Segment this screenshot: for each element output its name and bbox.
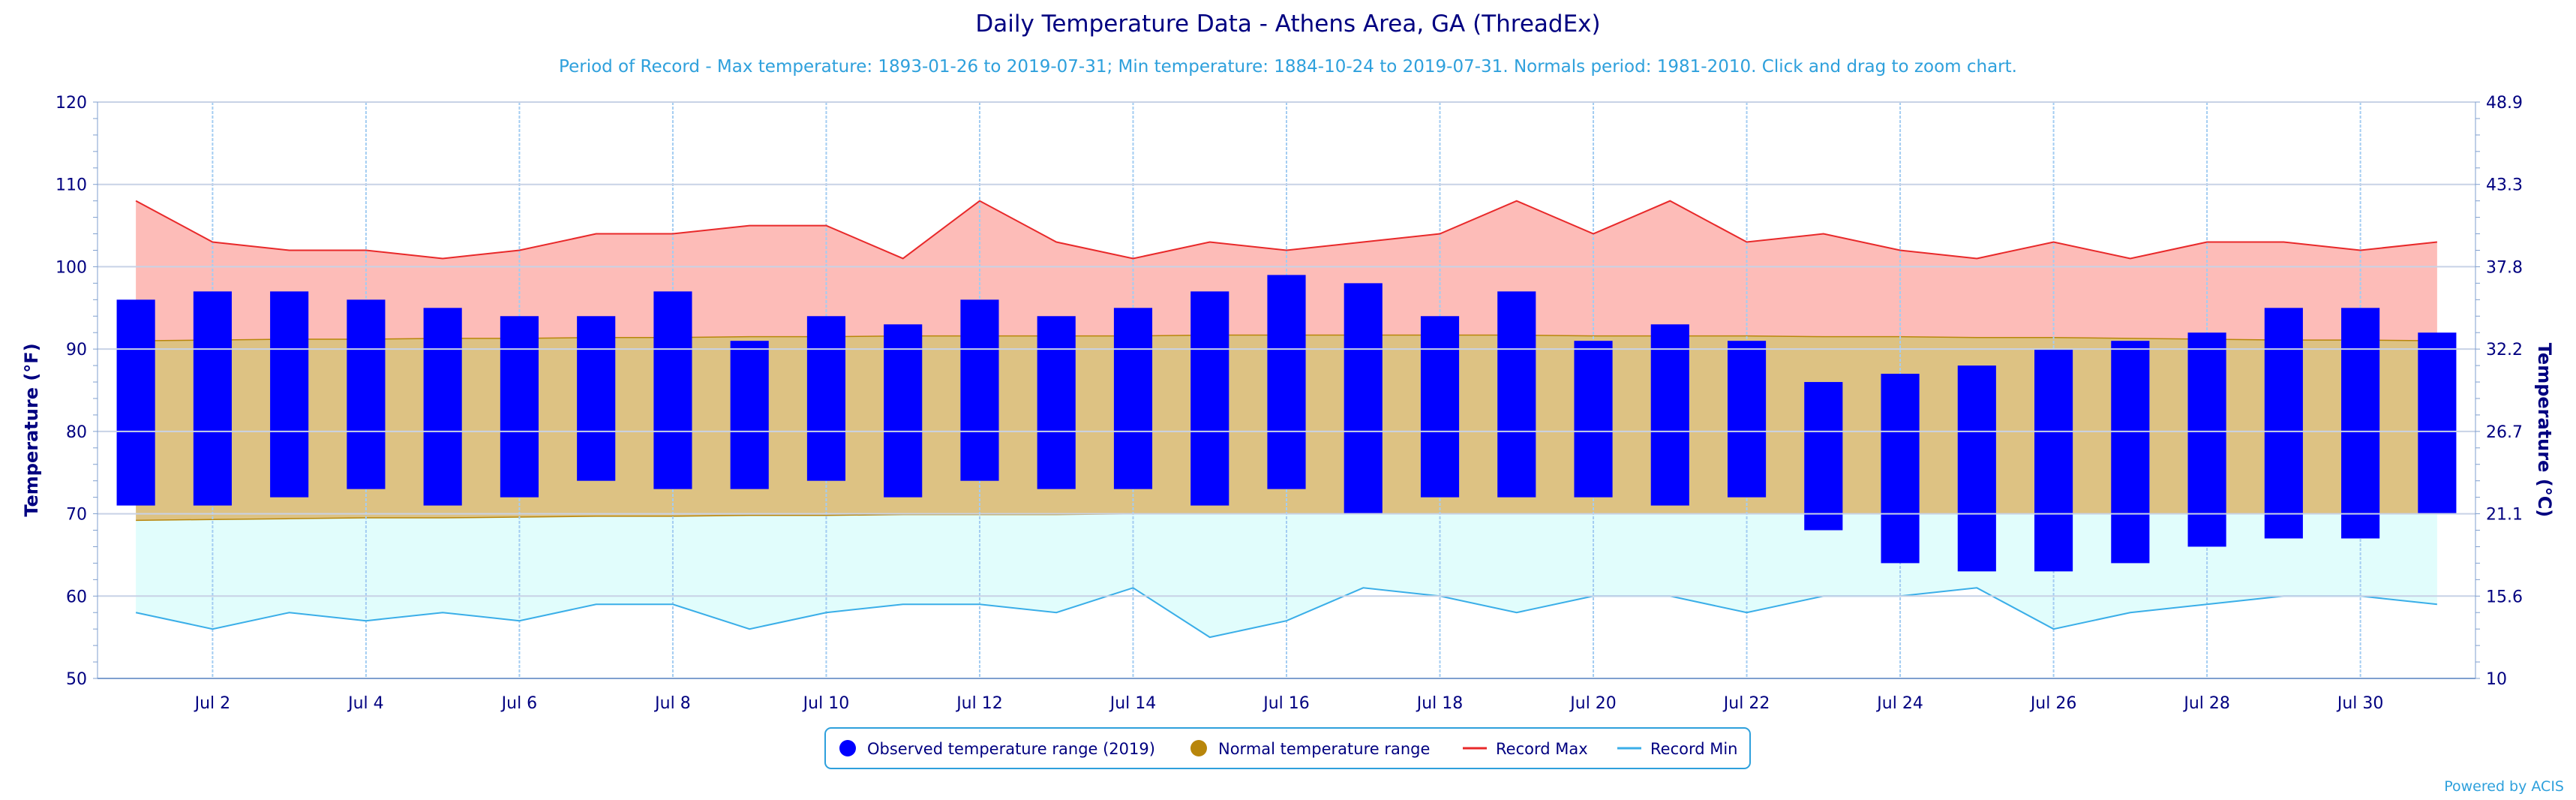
y-tick-label-right: 21.1: [2486, 506, 2523, 525]
observed-range-bar[interactable]: [1267, 275, 1306, 489]
y-tick-label-left: 90: [66, 341, 87, 359]
observed-range-bar[interactable]: [1804, 382, 1843, 531]
x-tick-label: Jul 10: [802, 694, 850, 713]
x-tick-label: Jul 26: [2029, 694, 2077, 713]
y-tick-label-left: 60: [66, 588, 87, 606]
observed-range-bar[interactable]: [500, 316, 539, 498]
y-tick-label-left: 70: [66, 506, 87, 525]
observed-range-bar[interactable]: [2034, 349, 2073, 572]
observed-range-bar[interactable]: [270, 291, 309, 498]
observed-range-bar[interactable]: [1420, 316, 1460, 498]
y-tick-label-right: 37.8: [2486, 258, 2523, 277]
observed-range-bar[interactable]: [347, 299, 386, 489]
observed-range-bar[interactable]: [1113, 308, 1153, 489]
observed-range-bar[interactable]: [730, 341, 769, 489]
observed-range-bar[interactable]: [2264, 308, 2303, 539]
x-tick-label: Jul 20: [1569, 694, 1617, 713]
observed-range-bar[interactable]: [1497, 291, 1536, 498]
x-tick-label: Jul 2: [194, 694, 231, 713]
observed-range-bar[interactable]: [1881, 374, 1920, 564]
x-tick-label: Jul 16: [1262, 694, 1310, 713]
legend-item-record-max[interactable]: Record Max: [1463, 740, 1588, 758]
y-tick-label-right: 43.3: [2486, 176, 2523, 195]
record-min-line[interactable]: [135, 587, 2437, 639]
legend-observed-marker: [839, 740, 856, 756]
observed-range-bar[interactable]: [2187, 332, 2226, 547]
y-tick-label-left: 80: [66, 423, 87, 442]
x-tick-label: Jul 14: [1109, 694, 1157, 713]
y-tick-label-left: 110: [56, 176, 87, 195]
x-tick-label: Jul 22: [1722, 694, 1770, 713]
observed-range-bar[interactable]: [1190, 291, 1229, 506]
plot-area[interactable]: [116, 102, 2457, 678]
observed-range-bar[interactable]: [2111, 341, 2150, 564]
observed-range-bar[interactable]: [577, 316, 616, 481]
y-tick-label-left: 50: [66, 670, 87, 689]
observed-range-bar[interactable]: [653, 291, 692, 489]
legend-normal-label: Normal temperature range: [1218, 740, 1430, 758]
x-tick-label: Jul 28: [2182, 694, 2230, 713]
x-tick-label: Jul 8: [653, 694, 691, 713]
record-max-line[interactable]: [135, 200, 2437, 260]
observed-range-bar[interactable]: [1650, 324, 1689, 506]
observed-range-bar[interactable]: [193, 291, 232, 506]
legend-item-record-min[interactable]: Record Min: [1617, 740, 1738, 758]
y-axis-title-right: Temperature (°C): [2534, 343, 2555, 518]
y-tick-label-right: 10: [2486, 670, 2507, 689]
legend-item-observed[interactable]: Observed temperature range (2019): [839, 740, 1155, 758]
y-tick-label-right: 26.7: [2486, 423, 2523, 442]
observed-range-bar[interactable]: [1957, 365, 1996, 572]
credit-link[interactable]: Powered by ACIS: [2444, 778, 2564, 795]
observed-range-bar[interactable]: [1574, 341, 1613, 498]
x-tick-label: Jul 18: [1416, 694, 1464, 713]
observed-range-bar[interactable]: [1037, 316, 1076, 489]
legend-observed-label: Observed temperature range (2019): [867, 740, 1155, 758]
legend: Observed temperature range (2019) Normal…: [824, 727, 1751, 769]
observed-range-bar[interactable]: [884, 324, 923, 498]
y-tick-label-right: 32.2: [2486, 341, 2523, 359]
axes: 50 10 60 15.6 70 21.1 80 26.7 90 32.2 100 37.8 110 43…: [56, 94, 2523, 713]
x-tick-label: Jul 30: [2336, 694, 2384, 713]
observed-range-bar[interactable]: [1727, 341, 1767, 498]
y-tick-label-right: 15.6: [2486, 588, 2523, 606]
observed-range-bar[interactable]: [2418, 332, 2457, 514]
observed-range-bar[interactable]: [423, 308, 462, 506]
chart-title: Daily Temperature Data - Athens Area, GA…: [975, 11, 1600, 38]
x-tick-label: Jul 24: [1875, 694, 1923, 713]
legend-normal-marker: [1190, 740, 1207, 756]
legend-record-min-label: Record Min: [1650, 740, 1738, 758]
y-tick-label-left: 100: [56, 258, 87, 277]
chart-subtitle: Period of Record - Max temperature: 1893…: [559, 57, 2017, 77]
y-tick-label-right: 48.9: [2486, 94, 2523, 113]
observed-range-bar[interactable]: [960, 299, 999, 481]
x-tick-label: Jul 12: [955, 694, 1003, 713]
legend-box: [824, 727, 1751, 769]
x-tick-label: Jul 4: [347, 694, 384, 713]
observed-range-bar[interactable]: [1344, 283, 1383, 514]
y-tick-label-left: 120: [56, 94, 87, 113]
observed-range-bar[interactable]: [806, 316, 846, 481]
y-axis-title-left: Temperature (°F): [21, 343, 42, 516]
legend-item-normal[interactable]: Normal temperature range: [1190, 740, 1430, 758]
observed-range-bar[interactable]: [116, 299, 155, 506]
legend-record-max-label: Record Max: [1496, 740, 1588, 758]
observed-range-bar[interactable]: [2341, 308, 2380, 539]
x-tick-label: Jul 6: [500, 694, 538, 713]
